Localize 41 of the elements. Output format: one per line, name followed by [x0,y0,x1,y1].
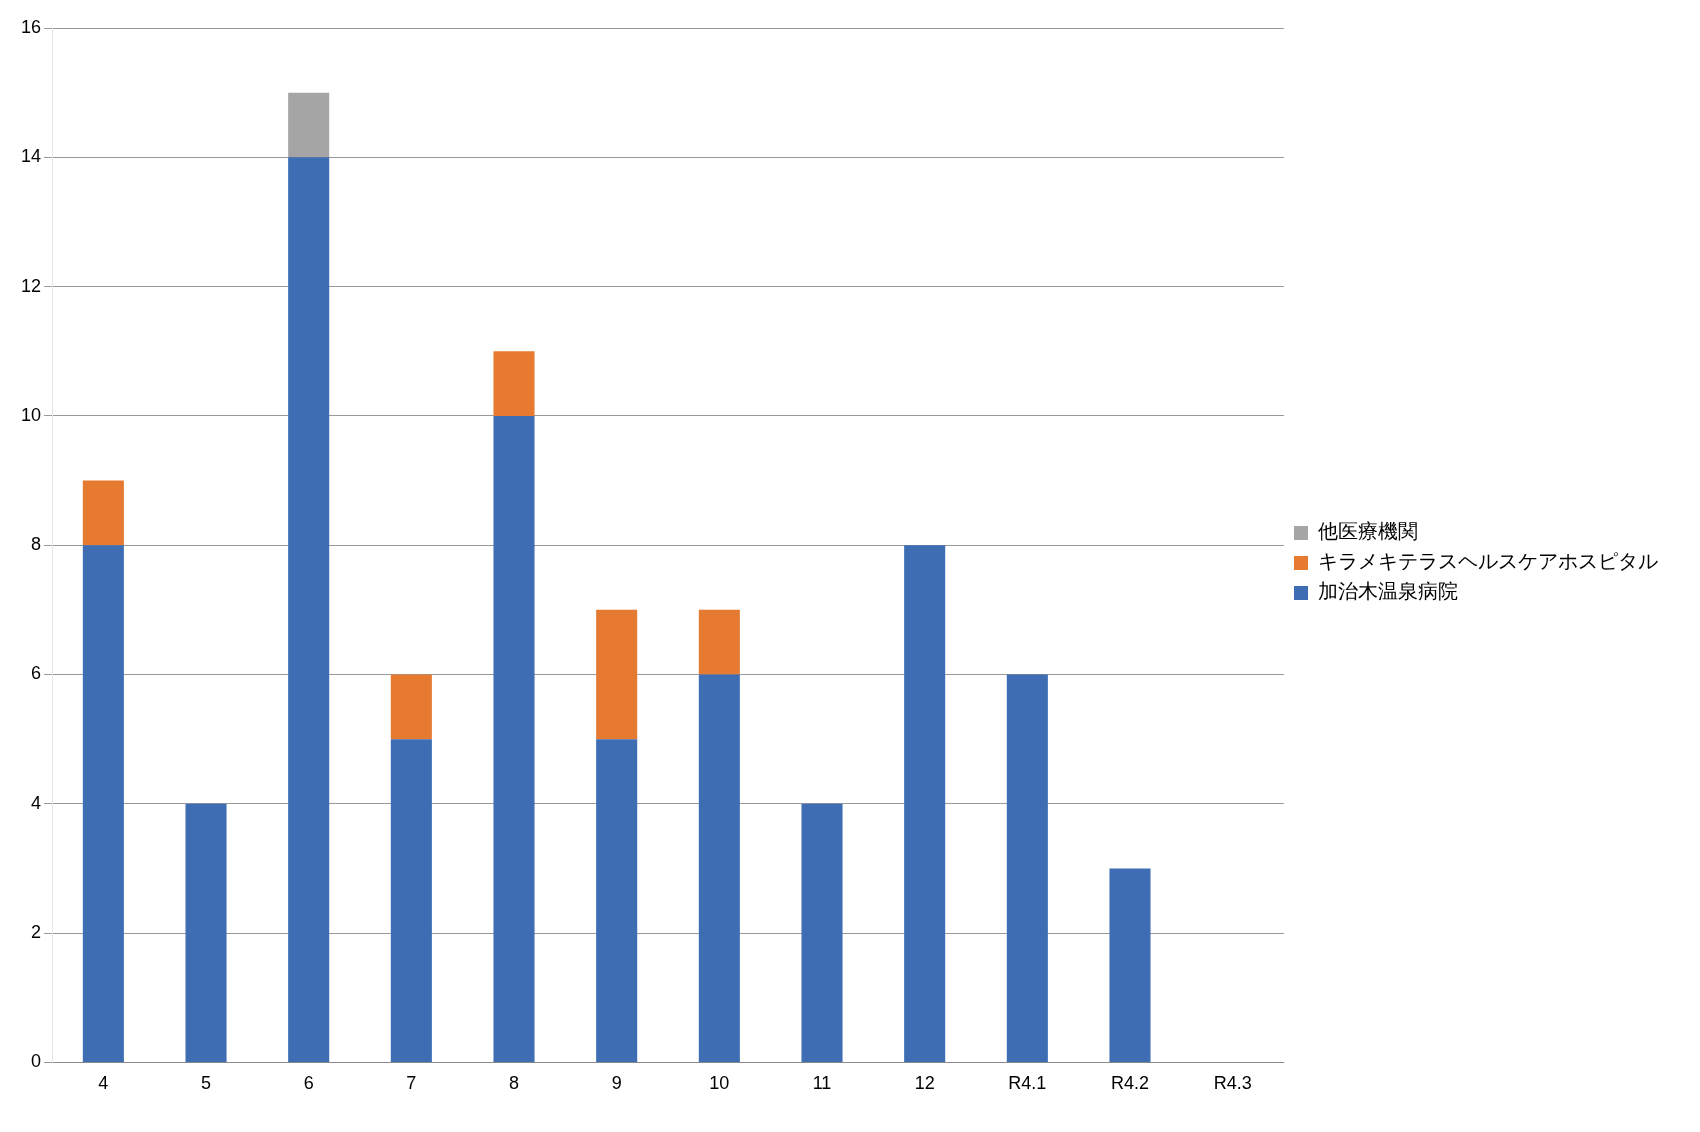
y-tick-label: 10 [20,404,42,425]
y-tick-label: 6 [31,663,42,684]
x-tick-label: R4.1 [1008,1073,1047,1094]
y-tick-label: 8 [31,534,42,555]
bar [698,609,740,675]
bar [596,739,638,1062]
y-tick-label: 4 [31,792,42,813]
y-tick-label: 12 [20,275,42,296]
bar [596,609,638,740]
x-tick-label: 12 [914,1073,935,1094]
x-tick-label: R4.2 [1110,1073,1150,1094]
y-tick-label: 0 [31,1051,42,1072]
bar [1109,868,1151,1062]
x-tick-label: 11 [812,1073,832,1094]
x-tick-label: 6 [303,1073,314,1094]
bar [1006,674,1048,1062]
x-tick-label: 4 [98,1073,109,1094]
bar [288,157,330,1062]
bar [904,545,946,1062]
legend-label: キラメキテラスヘルスケアホスピタル [1318,549,1658,574]
bar [82,545,124,1062]
x-tick-label: 10 [709,1073,730,1094]
y-tick-label: 16 [20,16,42,37]
x-tick-label: 7 [406,1073,417,1094]
bar [185,803,227,1062]
x-tick-label: R4.3 [1213,1073,1252,1094]
y-tick-label: 2 [31,922,42,943]
bar [493,351,535,416]
x-tick-label: 5 [201,1073,212,1094]
y-tick-label: 14 [20,146,42,167]
bar [82,480,124,546]
bar [390,674,432,740]
legend-label: 他医療機関 [1318,519,1418,544]
bar [493,415,535,1062]
legend-label: 加治木温泉病院 [1318,579,1458,604]
x-tick-label: 8 [509,1073,520,1094]
bar [390,739,432,1062]
bar [288,92,330,158]
bar [698,674,740,1062]
x-tick-label: 9 [611,1073,622,1094]
bar [801,803,843,1062]
